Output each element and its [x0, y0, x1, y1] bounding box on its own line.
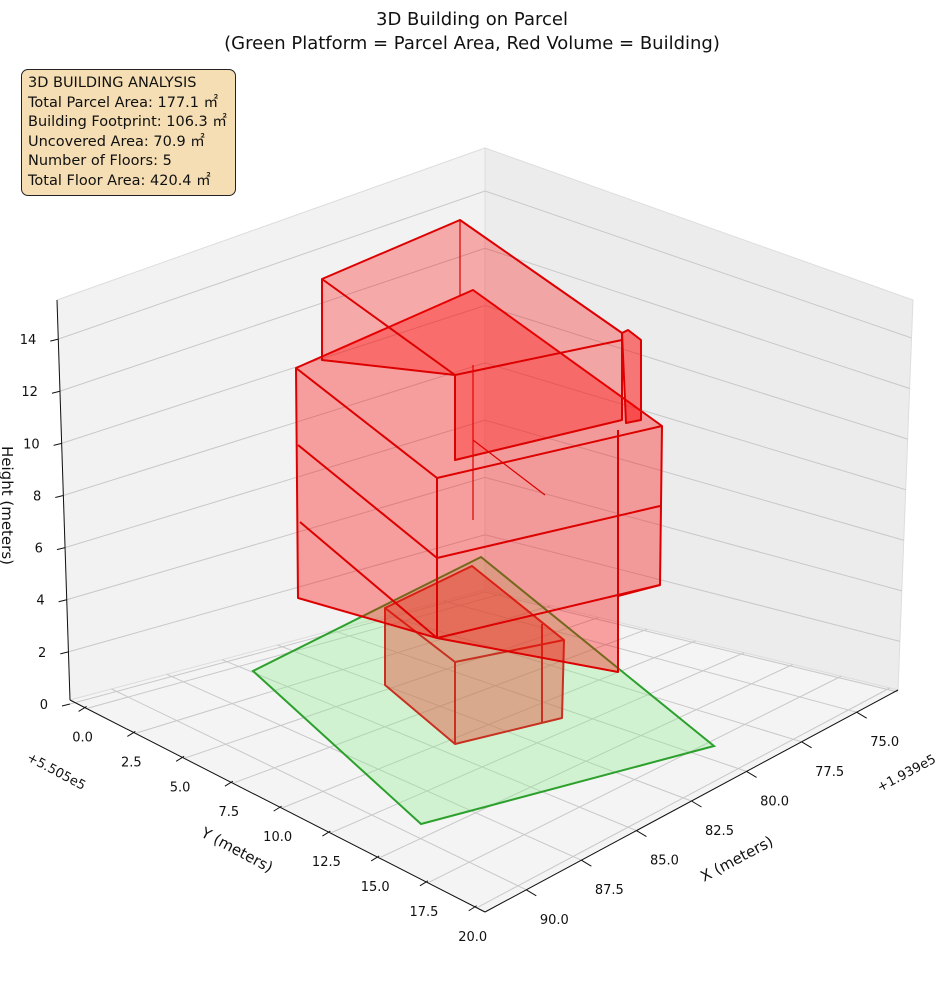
z-axis-line: [56, 299, 71, 701]
x-gridline: [221, 659, 637, 832]
y-tick-label: 10.0: [263, 830, 292, 845]
info-title: 3D BUILDING ANALYSIS: [28, 75, 197, 91]
y-tick-label: 0.0: [72, 730, 93, 745]
x-gridline: [388, 615, 802, 743]
info-line: Total Parcel Area: 177.1 ㎡: [28, 94, 219, 111]
z-tick: [51, 390, 61, 394]
x-gridline: [111, 688, 527, 891]
x-axis-label: X (meters): [697, 832, 776, 885]
y-tick: [322, 830, 331, 837]
info-line: Total Floor Area: 420.4 ㎡: [28, 172, 211, 189]
x-tick-label: 87.5: [595, 883, 624, 898]
building-lower-block: [384, 565, 565, 745]
y-tick-label: 2.5: [121, 755, 142, 770]
y-offset-label: +5.505e5: [24, 750, 88, 793]
analysis-info-box: 3D BUILDING ANALYSIS Total Parcel Area: …: [21, 69, 236, 196]
y-tick: [224, 780, 234, 787]
y-tick: [273, 805, 282, 812]
x-tick-label: 85.0: [650, 854, 679, 869]
x-tick: [581, 859, 592, 867]
y-axis-line: [69, 699, 486, 913]
z-tick-label: 6: [35, 542, 43, 557]
x-tick: [526, 889, 537, 897]
z-tick-label: 8: [33, 489, 41, 504]
z-tick: [50, 338, 59, 342]
z-tick: [58, 599, 67, 603]
z-gridline: [58, 190, 912, 340]
edge: [384, 607, 456, 663]
z-gridline: [59, 247, 910, 392]
y-tick: [175, 755, 185, 762]
x-tick: [856, 711, 867, 719]
z-tick-label: 10: [23, 437, 40, 452]
x-tick: [801, 741, 812, 749]
building-upper-block: [321, 219, 623, 461]
z-tick: [61, 703, 71, 707]
x-gridline: [277, 644, 692, 802]
chart-subtitle: (Green Platform = Parcel Area, Red Volum…: [224, 33, 720, 54]
edge: [472, 439, 546, 496]
y-tick: [127, 730, 136, 737]
z-gridline: [64, 419, 904, 549]
x-tick: [636, 830, 647, 838]
y-tick-label: 17.5: [409, 905, 438, 920]
x-gridline: [332, 629, 747, 772]
y-tick: [78, 706, 87, 712]
z-gridline: [66, 476, 903, 601]
x-tick-label: 77.5: [815, 765, 844, 780]
z-axis-label: Height (meters): [0, 446, 16, 565]
info-line: Uncovered Area: 70.9 ㎡: [28, 133, 205, 150]
z-tick: [56, 547, 66, 551]
y-tick: [419, 880, 429, 887]
parcel-platform: [251, 555, 717, 826]
x-tick: [691, 800, 702, 808]
z-tick: [53, 442, 62, 446]
z-gridline: [63, 362, 906, 496]
y-tick: [370, 855, 380, 862]
y-tick: [468, 905, 477, 912]
y-tick-label: 15.0: [361, 880, 390, 895]
x-offset-label: +1.939e5: [875, 752, 939, 795]
z-tick-label: 4: [36, 594, 44, 609]
x-gridline: [166, 673, 582, 861]
x-tick: [746, 770, 757, 778]
edge: [321, 278, 456, 376]
z-gridline: [68, 534, 901, 653]
x-tick-label: 90.0: [540, 913, 569, 928]
z-tick-label: 14: [20, 333, 37, 348]
y-tick-label: 12.5: [312, 855, 341, 870]
y-tick-label: 7.5: [219, 805, 240, 820]
x-tick-label: 75.0: [870, 735, 899, 750]
z-gridline: [61, 305, 908, 444]
z-gridline: [69, 591, 899, 705]
x-tick-label: 80.0: [760, 794, 789, 809]
building-volume: [295, 219, 663, 745]
z-tick: [55, 494, 64, 498]
z-tick: [60, 651, 69, 655]
edge: [454, 339, 623, 376]
z-tick-label: 12: [21, 385, 38, 400]
z-tick-label: 2: [38, 646, 46, 661]
y-tick-label: 20.0: [458, 930, 487, 945]
info-line: Building Footprint: 106.3 ㎡: [28, 114, 227, 130]
info-line: Number of Floors: 5: [28, 153, 172, 169]
gridlines: [58, 190, 912, 909]
y-tick-label: 5.0: [170, 780, 191, 795]
chart-title: 3D Building on Parcel: [376, 9, 568, 30]
z-tick-label: 0: [40, 698, 48, 713]
building-sliver: [621, 329, 642, 424]
x-tick-label: 82.5: [705, 824, 734, 839]
